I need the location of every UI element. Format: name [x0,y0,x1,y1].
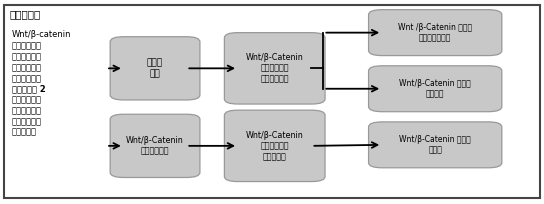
Text: 肆瘾微
环境: 肆瘾微 环境 [147,59,163,78]
Text: Wnt/β-catenin: Wnt/β-catenin [12,30,71,39]
FancyBboxPatch shape [224,110,325,182]
FancyBboxPatch shape [369,122,502,168]
FancyBboxPatch shape [110,114,200,177]
Text: Wnt/β-Catenin
信号通路在骨
肉瘾中的作用: Wnt/β-Catenin 信号通路在骨 肉瘾中的作用 [246,53,304,84]
Text: Wnt/β-Catenin
通路与肆瘾微
环境的关系: Wnt/β-Catenin 通路与肆瘾微 环境的关系 [246,131,304,161]
Text: 信号通路通过
直接作用于骨
肉瘾细胞和间
接调节骨肉瘾
细胞活性的 2
种方式，在骨
肉瘾生长和转
移过程中起着
重要作用。: 信号通路通过 直接作用于骨 肉瘾细胞和间 接调节骨肉瘾 细胞活性的 2 种方式，… [12,42,46,137]
FancyBboxPatch shape [369,10,502,56]
Text: Wnt /β-Catenin 通路，
血管生成和缺氧: Wnt /β-Catenin 通路， 血管生成和缺氧 [398,23,472,42]
Text: Wnt/β-Catenin
典型信号通路: Wnt/β-Catenin 典型信号通路 [126,136,184,156]
Text: Wnt/β-Catenin 途径与
免疫系统: Wnt/β-Catenin 途径与 免疫系统 [399,79,471,99]
FancyBboxPatch shape [110,37,200,100]
FancyBboxPatch shape [224,33,325,104]
Text: 文章特点一: 文章特点一 [10,9,41,19]
Text: Wnt/β-Catenin 通路与
骨重建: Wnt/β-Catenin 通路与 骨重建 [399,135,471,155]
FancyBboxPatch shape [4,5,540,198]
FancyBboxPatch shape [369,66,502,112]
